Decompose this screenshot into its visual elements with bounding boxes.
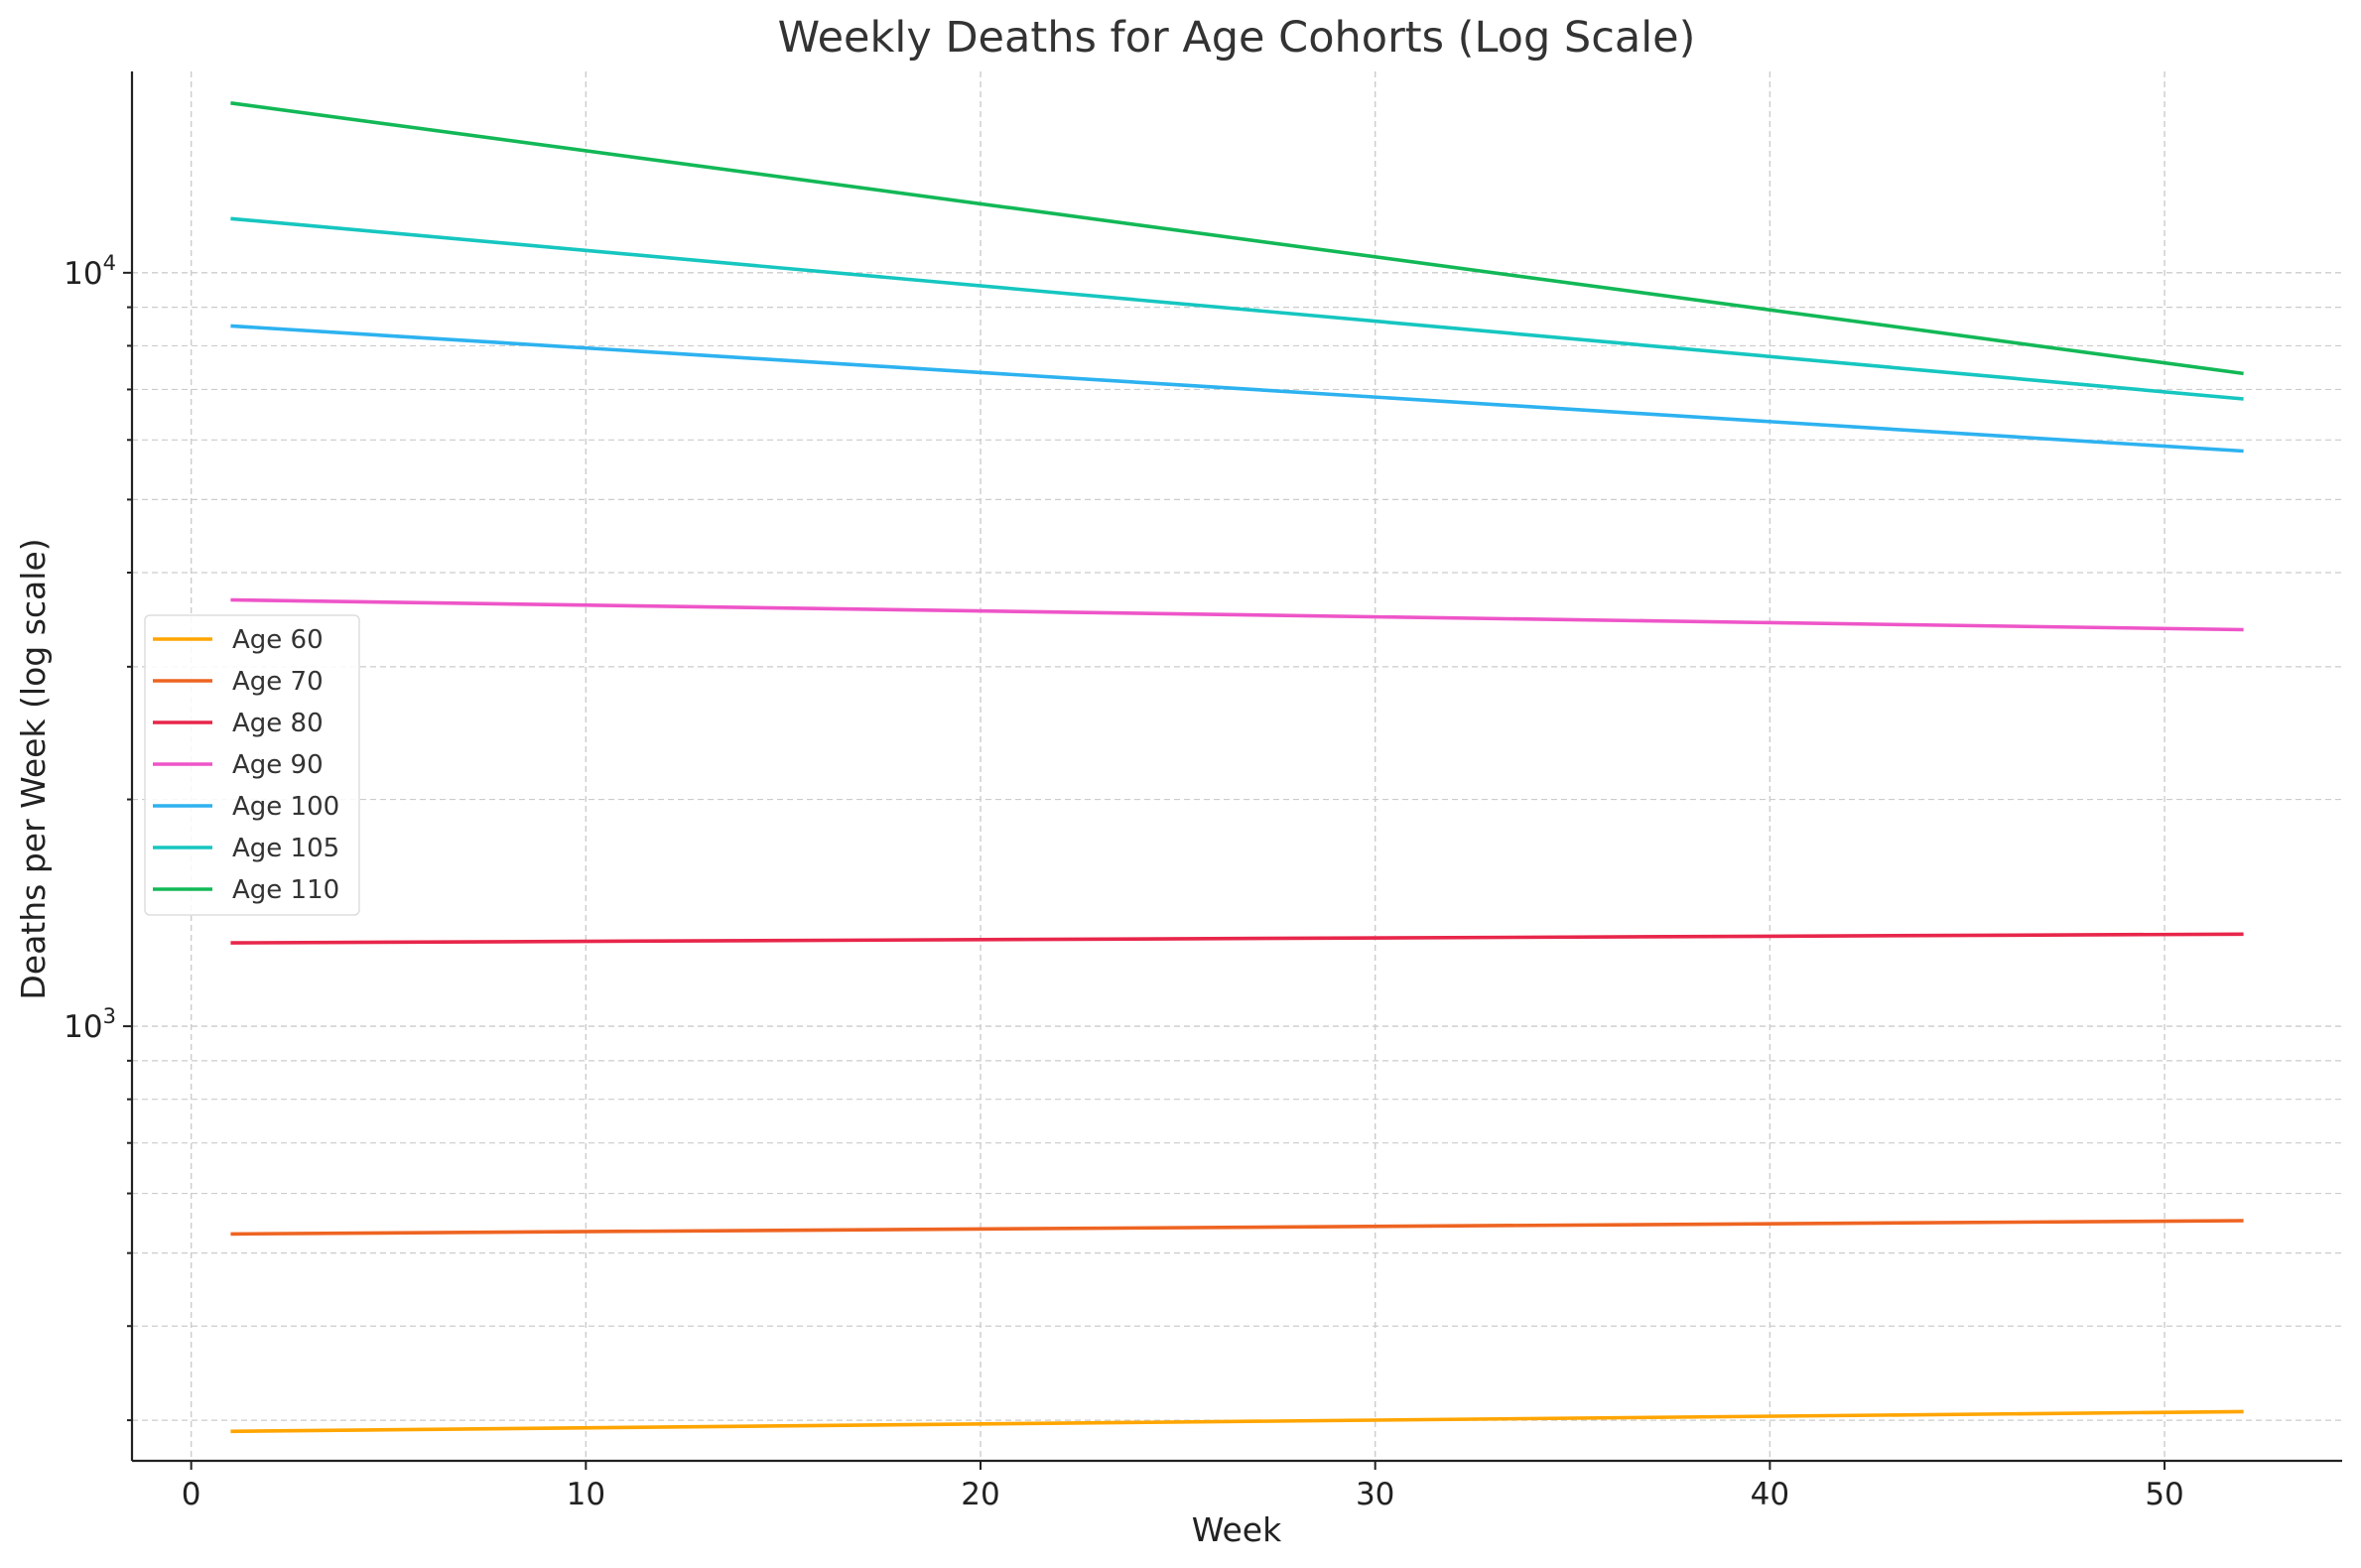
legend: Age 60 Age 70 Age 80 Age 90 Age 100 Age 105 Ag… <box>144 614 360 916</box>
series-line-age-60 <box>230 1409 2244 1434</box>
series-lines <box>230 101 2244 1434</box>
legend-entry-label: Age 60 <box>232 625 324 655</box>
chart-title: Weekly Deaths for Age Cohorts (Log Scale… <box>778 13 1696 63</box>
x-tick-label: 50 <box>2145 1477 2183 1512</box>
series-line-age-105 <box>230 216 2244 401</box>
legend-entry-label: Age 105 <box>232 834 339 863</box>
legend-entry-label: Age 110 <box>232 875 339 905</box>
series-line-age-90 <box>230 597 2244 632</box>
y-tick-base: 10 <box>64 256 102 292</box>
legend-box <box>144 614 360 916</box>
y-axis-label: Deaths per Week (log scale) <box>14 538 53 999</box>
grid <box>132 71 2342 1461</box>
x-tick-label: 0 <box>182 1477 201 1512</box>
legend-entry-label: Age 80 <box>232 709 324 738</box>
legend-entry-label: Age 100 <box>232 792 339 822</box>
y-tick-label: 103 <box>64 1004 116 1045</box>
x-tick-label: 40 <box>1751 1477 1789 1512</box>
x-tick-label: 10 <box>567 1477 605 1512</box>
y-tick-exponent: 4 <box>103 251 116 275</box>
x-axis-label: Week <box>1192 1510 1282 1549</box>
series-line-age-110 <box>230 101 2244 376</box>
x-tick-label: 20 <box>961 1477 999 1512</box>
series-line-age-100 <box>230 324 2244 454</box>
series-line-age-80 <box>230 932 2244 945</box>
y-tick-base: 10 <box>64 1009 102 1045</box>
y-tick-exponent: 3 <box>103 1004 116 1028</box>
legend-entry-label: Age 70 <box>232 667 324 697</box>
x-tick-label: 30 <box>1356 1477 1394 1512</box>
legend-entry-label: Age 90 <box>232 750 324 780</box>
y-tick-label: 104 <box>64 251 116 292</box>
series-line-age-70 <box>230 1219 2244 1237</box>
